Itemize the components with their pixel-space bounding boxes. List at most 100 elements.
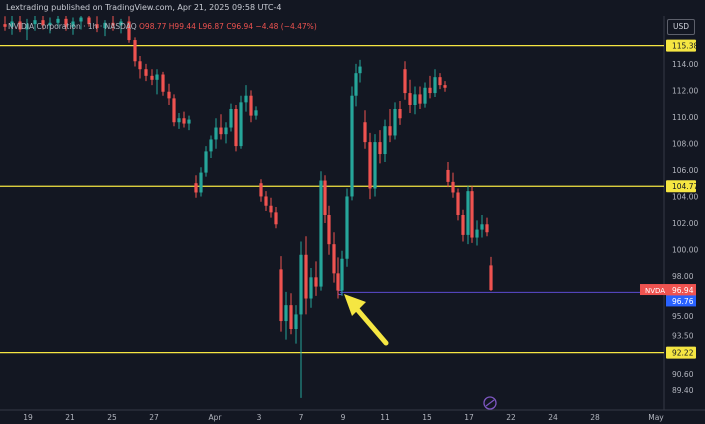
candle-body — [41, 20, 45, 26]
candle-body — [388, 126, 392, 136]
x-tick-label: May — [648, 413, 664, 422]
candle-body — [279, 269, 283, 322]
candle-body — [403, 69, 407, 94]
x-tick-label: 25 — [107, 413, 117, 422]
candle-body — [466, 191, 470, 235]
candle-body — [309, 277, 313, 299]
candle-body — [323, 180, 327, 216]
y-tick-label: 93.50 — [672, 332, 694, 341]
y-tick-label: 100.00 — [672, 245, 698, 254]
candle-body — [234, 108, 238, 147]
candle-body — [475, 229, 479, 238]
currency-button[interactable]: USD — [667, 19, 695, 35]
y-tick-label: 98.00 — [672, 272, 694, 281]
candle-body — [48, 22, 52, 26]
candle-body — [79, 17, 83, 22]
candle-body — [289, 305, 293, 330]
x-tick-label: 28 — [590, 413, 600, 422]
candle-body — [451, 181, 455, 193]
candle-body — [363, 122, 367, 143]
x-tick-label: 3 — [257, 413, 262, 422]
level-price-tag — [666, 39, 696, 52]
marked-price-label: 96.76 — [672, 297, 694, 306]
candle-body — [358, 66, 362, 74]
candle-body — [264, 196, 268, 206]
candle-body — [327, 215, 331, 245]
candle-body — [249, 95, 253, 116]
publish-header: Lextrading published on TradingView.com,… — [0, 0, 705, 16]
candle-body — [71, 21, 75, 27]
level-price-tag — [666, 346, 696, 359]
x-tick-label: 27 — [149, 413, 159, 422]
candle-body — [10, 21, 14, 27]
candle-body — [274, 212, 278, 225]
candle-body — [428, 87, 432, 94]
candle-body — [18, 21, 22, 30]
x-tick-label: 11 — [380, 413, 390, 422]
candle-body — [284, 305, 288, 322]
y-tick-label: 110.00 — [672, 113, 698, 122]
candle-body — [438, 77, 442, 86]
candle-body — [368, 142, 372, 189]
last-price-label: 96.94 — [672, 286, 694, 295]
candle-body — [64, 18, 68, 27]
candle-body — [408, 93, 412, 105]
x-tick-label: Apr — [209, 413, 223, 422]
candle-body — [229, 108, 233, 128]
candle-body — [144, 69, 148, 76]
candle-body — [350, 95, 354, 197]
candle-body — [423, 87, 427, 104]
candle-body — [304, 254, 308, 299]
candle-body — [224, 127, 228, 135]
x-tick-label: 9 — [341, 413, 346, 422]
symbol-tag-label: NVDA — [645, 287, 665, 295]
symbol-name: NVIDIA Corporation · 1h · NASDAQ — [8, 22, 137, 31]
candle-body — [161, 74, 165, 92]
candle-body — [378, 142, 382, 155]
y-tick-label: 104.00 — [672, 192, 698, 201]
candle-body — [194, 183, 198, 193]
symbol-tag — [640, 284, 666, 296]
candle-body — [332, 244, 336, 274]
candle-body — [56, 18, 60, 23]
candle-body — [111, 22, 115, 26]
candle-body — [25, 24, 29, 30]
candle-body — [133, 40, 137, 62]
candle-body — [254, 110, 258, 116]
candle-body — [214, 127, 218, 140]
y-tick-label: 108.00 — [672, 139, 698, 148]
candle-body — [340, 258, 344, 291]
candle-body — [269, 205, 273, 213]
candle-body — [373, 142, 377, 189]
annotation-arrow-head — [344, 294, 366, 316]
y-tick-label: 102.00 — [672, 219, 698, 228]
tradingview-logo-mark — [485, 399, 495, 407]
x-tick-label: 7 — [299, 413, 304, 422]
candle-body — [244, 95, 248, 103]
candle-body — [489, 265, 493, 291]
tradingview-logo-icon — [483, 396, 497, 410]
y-tick-label: 112.00 — [672, 86, 698, 95]
candle-body — [219, 127, 223, 135]
y-tick-label: 90.60 — [672, 370, 694, 379]
candle-body — [204, 151, 208, 173]
level-price-label: 115.38 — [672, 42, 698, 51]
y-tick-label: 106.00 — [672, 166, 698, 175]
y-tick-label: 89.40 — [672, 386, 694, 395]
y-tick-label: 95.00 — [672, 312, 694, 321]
candle-body — [443, 85, 447, 88]
candle-body — [209, 139, 213, 152]
candle-body — [433, 77, 437, 94]
candle-body — [3, 24, 7, 27]
candle-body — [95, 24, 99, 29]
candle-body — [446, 169, 450, 182]
candle-body — [294, 314, 298, 330]
x-tick-label: 21 — [65, 413, 75, 422]
candle-body — [182, 118, 186, 124]
x-tick-label: 17 — [464, 413, 474, 422]
candle-body — [199, 172, 203, 193]
candle-body — [485, 224, 489, 233]
marked-price-tag — [666, 295, 696, 307]
